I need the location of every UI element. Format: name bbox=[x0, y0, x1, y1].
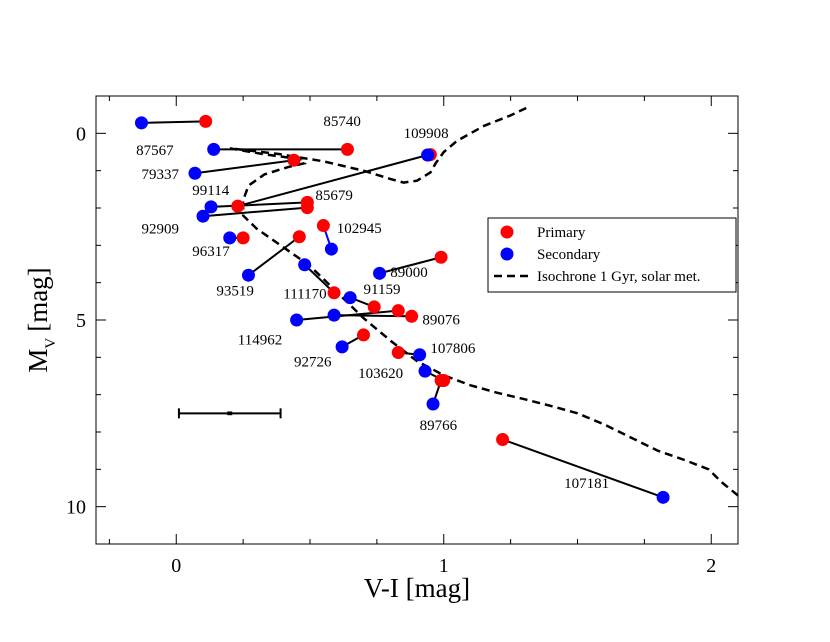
y-tick-label: 0 bbox=[76, 123, 86, 145]
primary-point-107181 bbox=[496, 432, 510, 446]
primary-point-92909 bbox=[300, 201, 314, 215]
primary-point-107806 bbox=[391, 345, 405, 359]
star-label-89766: 89766 bbox=[420, 418, 458, 434]
secondary-point-102945 bbox=[324, 242, 338, 256]
x-axis-title: V-I [mag] bbox=[364, 573, 470, 603]
secondary-point-91159 bbox=[343, 291, 357, 305]
primary-point-111170 bbox=[327, 286, 341, 300]
secondary-point-92726 bbox=[335, 340, 349, 354]
primary-point-99114 bbox=[231, 199, 245, 213]
star-labels-layer: 87567 85740 109908 79337 99114 85679 92909 1029… bbox=[136, 114, 609, 492]
star-label-91159: 91159 bbox=[364, 282, 401, 298]
star-label-92909: 92909 bbox=[141, 221, 179, 237]
secondary-point-96317 bbox=[223, 231, 237, 245]
star-label-102945: 102945 bbox=[337, 221, 382, 237]
legend-primary-marker bbox=[500, 225, 514, 239]
secondary-point-85740 bbox=[207, 142, 221, 156]
primary-point-96317 bbox=[236, 231, 250, 245]
star-label-92726: 92726 bbox=[294, 355, 332, 371]
primary-point-89000 bbox=[434, 250, 448, 264]
y-axis-title-main: M bbox=[23, 349, 53, 373]
primary-point-89766 bbox=[434, 373, 448, 387]
star-label-107181: 107181 bbox=[564, 476, 609, 492]
star-label-107806: 107806 bbox=[430, 341, 476, 357]
y-axis-title-subscript: V bbox=[43, 338, 59, 349]
star-label-89076: 89076 bbox=[422, 312, 460, 328]
secondary-point-111170 bbox=[298, 258, 312, 272]
plot-area-frame bbox=[95, 95, 739, 545]
pair-link-93519 bbox=[247, 235, 300, 276]
legend-isochrone-label: Isochrone 1 Gyr, solar met. bbox=[537, 269, 701, 285]
legend-box bbox=[487, 217, 737, 293]
secondary-point-89076 bbox=[327, 308, 341, 322]
star-label-87567: 87567 bbox=[136, 143, 174, 159]
y-axis-title-unit: [mag] bbox=[23, 267, 53, 331]
y-axis-title: MV [mag] bbox=[23, 267, 59, 372]
star-label-114962: 114962 bbox=[238, 332, 282, 348]
primary-point-85740 bbox=[340, 142, 354, 156]
secondary-point-93519 bbox=[241, 268, 255, 282]
pair-link-79337 bbox=[194, 159, 295, 175]
secondary-point-89766 bbox=[426, 397, 440, 411]
star-label-96317: 96317 bbox=[192, 244, 230, 260]
secondary-point-99114 bbox=[421, 148, 435, 162]
secondary-point-107181 bbox=[656, 490, 670, 504]
legend-secondary-label: Secondary bbox=[537, 247, 601, 263]
primary-point-92726 bbox=[357, 328, 370, 342]
secondary-point-85679 bbox=[204, 200, 218, 214]
pair-link-99114 bbox=[237, 154, 428, 208]
primary-point-89076 bbox=[405, 309, 419, 323]
primary-point-79337 bbox=[287, 153, 301, 167]
legend: Primary Secondary Isochrone 1 Gyr, solar… bbox=[487, 217, 737, 293]
pair-link-107181 bbox=[502, 438, 664, 499]
star-label-99114: 99114 bbox=[192, 183, 229, 199]
primary-point-93519 bbox=[292, 230, 306, 244]
pair-link-114962 bbox=[296, 309, 399, 321]
star-label-111170: 111170 bbox=[283, 286, 326, 302]
secondary-point-92909 bbox=[196, 209, 210, 223]
y-tick-label: 5 bbox=[76, 310, 86, 332]
primary-point-114962 bbox=[391, 304, 405, 318]
x-tick-label: 0 bbox=[171, 555, 181, 577]
pair-link-87567 bbox=[141, 120, 206, 124]
axes-layer: 0 1 2 0 5 10 bbox=[66, 95, 738, 577]
secondary-point-103620 bbox=[418, 364, 432, 378]
secondary-point-107806 bbox=[413, 348, 427, 362]
primary-point-87567 bbox=[199, 114, 213, 128]
star-label-109908: 109908 bbox=[404, 126, 449, 142]
legend-primary-label: Primary bbox=[537, 225, 586, 241]
pair-link-85679 bbox=[210, 201, 308, 208]
x-tick-label: 1 bbox=[439, 555, 449, 577]
secondary-point-89000 bbox=[373, 266, 387, 280]
primary-point-91159 bbox=[367, 300, 381, 314]
svg-text:MV[mag]: MV [mag] bbox=[23, 267, 59, 372]
star-label-89000: 89000 bbox=[390, 265, 428, 281]
star-label-79337: 79337 bbox=[141, 167, 179, 183]
secondary-point-79337 bbox=[188, 166, 202, 180]
secondary-point-87567 bbox=[134, 116, 148, 130]
y-tick-label: 10 bbox=[66, 497, 86, 519]
pair-link-89000 bbox=[379, 256, 442, 275]
primary-point-102945 bbox=[316, 219, 330, 233]
pair-link-111170 bbox=[303, 264, 335, 294]
star-label-93519: 93519 bbox=[216, 284, 254, 300]
pair-link-92909 bbox=[202, 206, 308, 218]
x-tick-label: 2 bbox=[706, 555, 716, 577]
data-layer bbox=[134, 105, 738, 504]
star-label-85679: 85679 bbox=[315, 188, 353, 204]
star-label-85740: 85740 bbox=[323, 114, 361, 130]
legend-secondary-marker bbox=[500, 247, 514, 261]
star-label-103620: 103620 bbox=[358, 366, 403, 382]
secondary-point-114962 bbox=[290, 313, 304, 327]
